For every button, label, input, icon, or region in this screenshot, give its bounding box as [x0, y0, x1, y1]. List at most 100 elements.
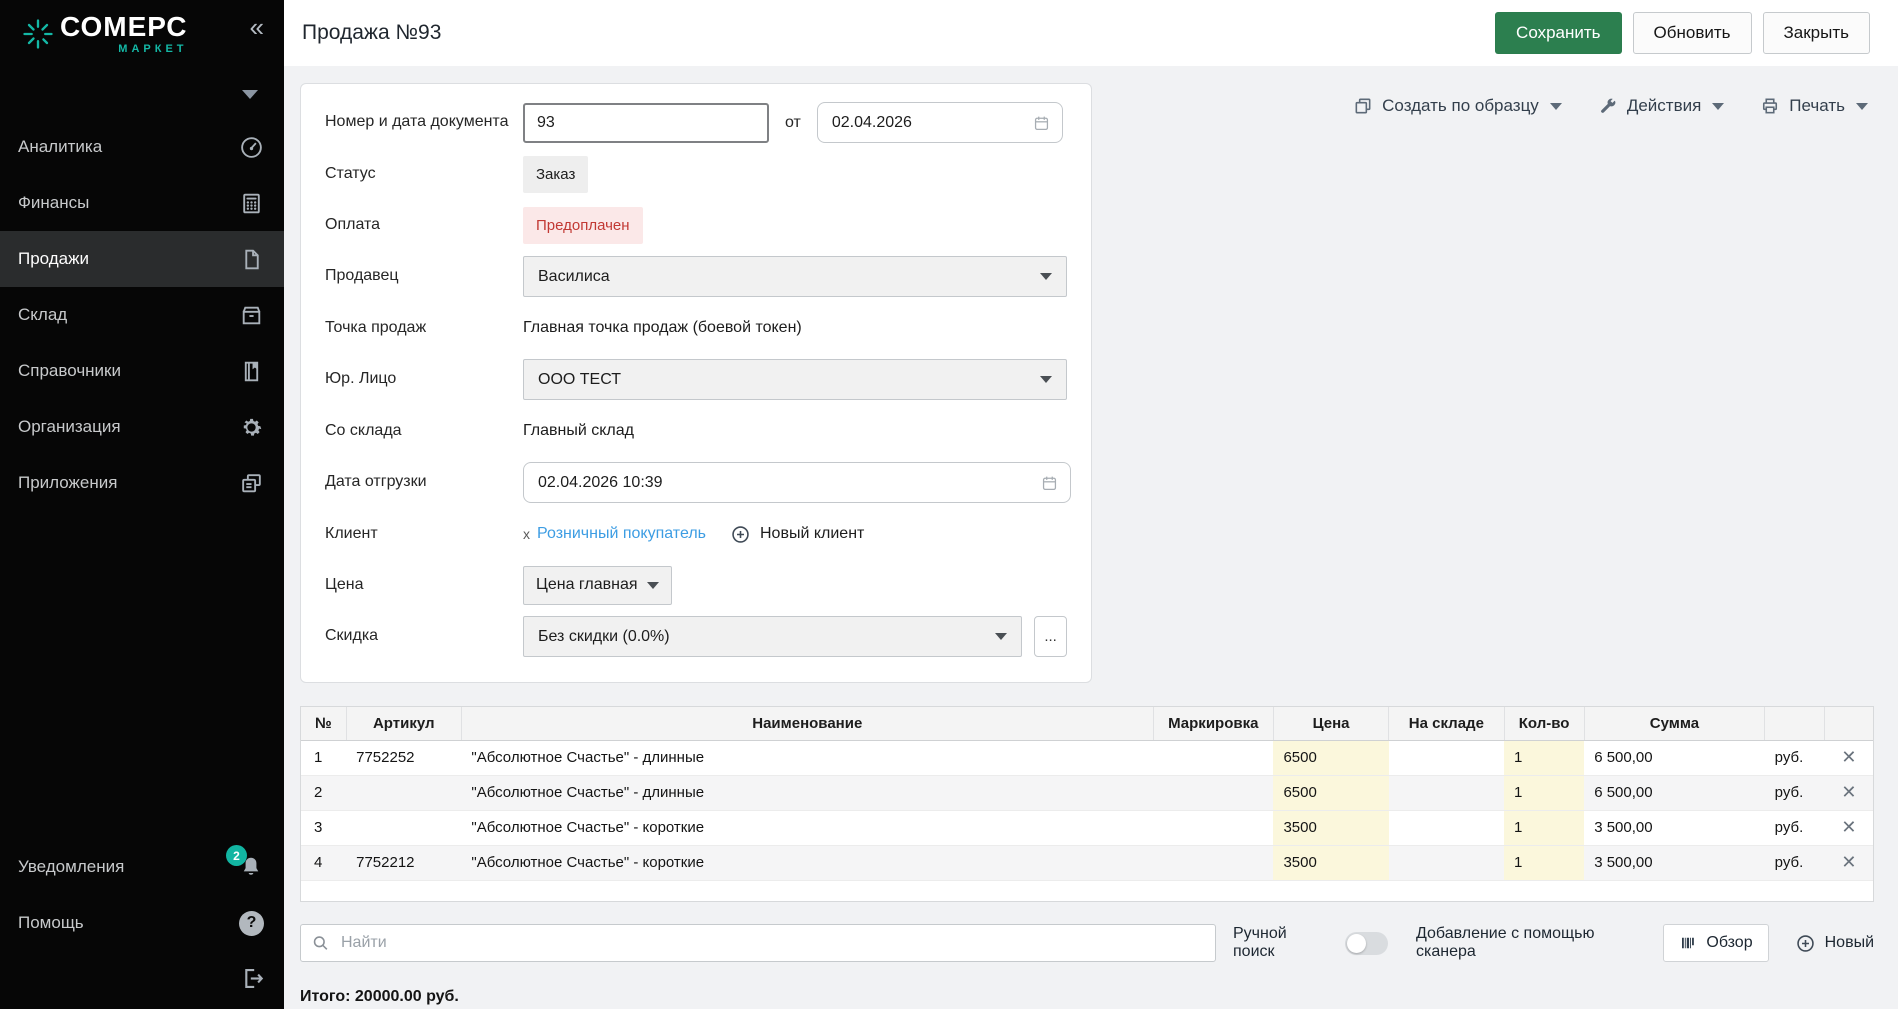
discount-more-button[interactable]: ... — [1034, 616, 1067, 657]
table-header-row: № Артикул Наименование Маркировка Цена Н… — [301, 707, 1873, 741]
field-label: Номер и дата документа — [325, 113, 509, 131]
chevron-down-icon — [1712, 102, 1725, 110]
discount-value: Без скидки (0.0%) — [538, 627, 670, 645]
delete-row-icon[interactable]: ✕ — [1824, 810, 1873, 846]
sidebar-item-label: Организация — [18, 417, 121, 437]
legal-entity-select[interactable]: ООО ТЕСТ — [523, 359, 1067, 400]
new-client-button[interactable]: Новый клиент — [730, 524, 864, 545]
action-label: Печать — [1789, 96, 1845, 115]
cell-price[interactable]: 3500 — [1273, 845, 1389, 881]
seller-select[interactable]: Василиса — [523, 256, 1067, 297]
cell-num: 3 — [301, 810, 347, 846]
cell-stock — [1388, 740, 1504, 776]
chevron-down-icon — [646, 581, 659, 589]
sidebar-item-analytics[interactable]: Аналитика — [0, 119, 284, 175]
sidebar-item-apps[interactable]: Приложения — [0, 455, 284, 511]
doc-date-input[interactable] — [816, 102, 1063, 143]
logout-button[interactable] — [0, 951, 284, 1005]
cell-qty[interactable]: 1 — [1504, 775, 1585, 811]
sidebar-item-help[interactable]: Помощь ? — [0, 895, 284, 951]
print-button[interactable]: Печать — [1760, 96, 1868, 116]
field-label: Цена — [325, 575, 364, 593]
cell-marking — [1153, 845, 1274, 881]
cell-article — [346, 775, 462, 811]
cell-article: 7752252 — [346, 740, 462, 776]
sidebar-bottom: Уведомления 2 Помощь ? — [0, 839, 284, 1009]
sidebar-item-organization[interactable]: Организация — [0, 399, 284, 455]
sidebar-item-warehouse[interactable]: Склад — [0, 287, 284, 343]
form-row-seller: Продавец Василиса — [325, 256, 1067, 297]
delete-row-icon[interactable]: ✕ — [1824, 845, 1873, 881]
cell-qty[interactable]: 1 — [1504, 810, 1585, 846]
document-actions-row: Создать по образцу Действия Печать — [1353, 96, 1868, 116]
chevron-down-icon[interactable] — [242, 90, 258, 99]
browse-button[interactable]: Обзор — [1663, 924, 1769, 962]
field-label: Со склада — [325, 421, 402, 439]
calculator-icon — [243, 193, 260, 214]
chevron-down-icon — [995, 633, 1008, 640]
discount-select[interactable]: Без скидки (0.0%) — [523, 616, 1023, 657]
bell-icon — [243, 857, 259, 875]
table-row: 1 7752252 "Абсолютное Счастье" - длинные… — [301, 740, 1873, 776]
table-row: 4 7752212 "Абсолютное Счастье" - коротки… — [301, 845, 1873, 881]
sidebar-item-notifications[interactable]: Уведомления 2 — [0, 839, 284, 895]
save-button[interactable]: Сохранить — [1495, 12, 1622, 54]
manual-search-toggle[interactable] — [1344, 931, 1388, 955]
toggle-knob — [1346, 933, 1366, 953]
legal-entity-value: ООО ТЕСТ — [538, 370, 622, 388]
cell-price[interactable]: 6500 — [1273, 775, 1389, 811]
topbar: Продажа №93 Сохранить Обновить Закрыть — [284, 0, 1898, 66]
new-item-button[interactable]: Новый — [1795, 933, 1874, 954]
field-label: Скидка — [325, 627, 379, 645]
ship-date-input[interactable] — [523, 462, 1071, 503]
field-label: Юр. Лицо — [325, 370, 397, 388]
sale-form-card: Номер и дата документа от Статус Заказ О… — [300, 83, 1092, 683]
refresh-button[interactable]: Обновить — [1632, 12, 1752, 54]
sidebar-item-label: Финансы — [18, 193, 90, 213]
cell-currency: руб. — [1764, 740, 1825, 776]
client-link[interactable]: Розничный покупатель — [537, 525, 706, 542]
cell-sum: 3 500,00 — [1584, 845, 1765, 881]
actions-menu-button[interactable]: Действия — [1598, 96, 1725, 116]
chevron-down-icon — [1040, 376, 1052, 383]
sidebar-menu: Аналитика Финансы Продажи Склад Спр — [0, 119, 284, 511]
sidebar-item-label: Продажи — [18, 249, 89, 269]
warehouse-value: Главный склад — [523, 422, 634, 439]
sidebar-item-directories[interactable]: Справочники — [0, 343, 284, 399]
sidebar-item-label: Приложения — [18, 473, 118, 493]
search-input[interactable] — [300, 924, 1216, 962]
cell-qty[interactable]: 1 — [1504, 740, 1585, 776]
remove-client-button[interactable]: x — [523, 526, 530, 542]
column-header-sum: Сумма — [1584, 707, 1766, 741]
price-type-select[interactable]: Цена главная — [523, 565, 672, 605]
form-row-ship-date: Дата отгрузки — [325, 462, 1071, 503]
cell-name: "Абсолютное Счастье" - короткие — [461, 810, 1154, 846]
create-by-template-button[interactable]: Создать по образцу — [1353, 96, 1562, 116]
content: Создать по образцу Действия Печать — [284, 66, 1898, 1009]
sidebar-item-label: Уведомления — [18, 857, 125, 876]
copy-icon — [1355, 98, 1371, 114]
action-label: Создать по образцу — [1382, 96, 1539, 115]
collapse-sidebar-icon[interactable]: « — [249, 12, 264, 42]
cell-qty[interactable]: 1 — [1504, 845, 1585, 881]
logout-icon — [245, 968, 264, 988]
items-table-block: № Артикул Наименование Маркировка Цена Н… — [300, 706, 1874, 902]
sidebar-item-finance[interactable]: Финансы — [0, 175, 284, 231]
cell-num: 4 — [301, 845, 347, 881]
cell-price[interactable]: 6500 — [1273, 740, 1389, 776]
form-row-warehouse: Со склада Главный склад — [325, 411, 1067, 451]
delete-row-icon[interactable]: ✕ — [1824, 740, 1873, 776]
payment-status-badge: Предоплачен — [523, 206, 643, 244]
chevron-down-icon — [1040, 273, 1052, 280]
status-badge: Заказ — [523, 155, 589, 193]
cell-currency: руб. — [1764, 775, 1825, 811]
delete-row-icon[interactable]: ✕ — [1824, 775, 1873, 811]
cell-price[interactable]: 3500 — [1273, 810, 1389, 846]
sidebar-item-sales[interactable]: Продажи — [0, 231, 284, 288]
field-label: Точка продаж — [325, 318, 427, 336]
close-button[interactable]: Закрыть — [1762, 12, 1870, 54]
doc-number-input[interactable] — [523, 102, 769, 143]
form-row-pos: Точка продаж Главная точка продаж (боево… — [325, 308, 1067, 348]
cell-sum: 6 500,00 — [1584, 740, 1765, 776]
cell-num: 1 — [301, 740, 347, 776]
